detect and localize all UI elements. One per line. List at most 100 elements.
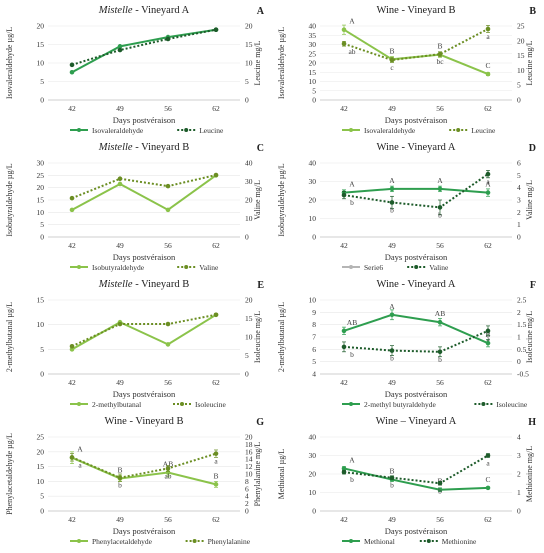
- y-tick-left: 15: [309, 68, 317, 77]
- significance-letter: A: [485, 180, 491, 189]
- chart-title-text: Wine - Vineyard B: [377, 5, 456, 16]
- x-axis-label: Days postvéraison: [113, 115, 176, 125]
- chart-title: Mistelle - Vineyard B: [98, 142, 189, 153]
- y-axis-label-right: Valine mg/L: [253, 180, 262, 220]
- y-tick-right: 20: [245, 296, 253, 305]
- data-point: [485, 485, 491, 491]
- data-point: [341, 192, 347, 198]
- data-point: [117, 47, 123, 53]
- y-tick-left: 10: [37, 320, 45, 329]
- data-point: [69, 207, 75, 213]
- y-tick-right: 5: [517, 81, 521, 90]
- significance-letter: B: [389, 46, 394, 55]
- chart-svg: 0 5 10 15 20 0 5 10 15 20 42 49 56 62 Mistelle - Viney…: [5, 5, 265, 135]
- x-tick-label: 56: [436, 515, 444, 524]
- y-tick-right: 15: [517, 51, 525, 60]
- significance-letter: A: [437, 176, 443, 185]
- y-tick-right: 30: [245, 177, 253, 186]
- y-tick-right: 20: [245, 433, 253, 442]
- data-point: [165, 342, 171, 347]
- legend-label: Isoleucine: [195, 400, 226, 409]
- chart-panel-d: 0 10 20 30 40 0 1 2 3 4 5 6 42 49 56 62 Wine - Vineyard …: [272, 137, 544, 274]
- y-tick-left: 0: [312, 233, 316, 242]
- y-tick-left: 8: [312, 320, 316, 329]
- y-tick-left: 5: [312, 86, 316, 95]
- y-tick-left: 10: [309, 77, 317, 86]
- significance-letter: a: [486, 459, 490, 468]
- chart-title: Wine - Vineyard B: [377, 5, 456, 16]
- y-tick-right: 5: [245, 77, 249, 86]
- data-point: [389, 200, 395, 205]
- significance-letter: b: [438, 486, 442, 495]
- y-tick-right: 16: [245, 447, 253, 456]
- y-tick-right: 8: [245, 477, 249, 486]
- y-tick-left: 10: [309, 488, 317, 497]
- y-tick-right: 2: [245, 499, 249, 508]
- legend-label: Phenylacetaldehyde: [92, 537, 153, 546]
- y-tick-left: 20: [37, 183, 45, 192]
- y-tick-left: 10: [309, 214, 317, 223]
- y-tick-right: 10: [245, 59, 253, 68]
- y-tick-left: 40: [309, 433, 317, 442]
- chart-title: Mistelle - Vineyard A: [98, 5, 190, 16]
- y-axis-label-right: Methionine mg/L: [525, 446, 534, 502]
- panel-letter: C: [257, 143, 264, 154]
- y-tick-right: 0: [517, 357, 521, 366]
- data-point: [341, 328, 347, 334]
- data-point: [117, 475, 123, 480]
- legend-label: Phenylalanine: [208, 537, 251, 546]
- significance-letter: b: [118, 481, 122, 490]
- y-tick-left: 0: [312, 507, 316, 516]
- y-axis-label-left: 2-methylbutanal µg/L: [277, 302, 286, 372]
- x-axis-label: Days postvéraison: [385, 252, 448, 262]
- data-point: [389, 186, 395, 192]
- data-point: [485, 340, 491, 346]
- data-point: [437, 319, 443, 325]
- x-tick-label: 62: [484, 515, 492, 524]
- data-point: [485, 328, 491, 334]
- y-tick-right: 18: [245, 440, 253, 449]
- y-tick-right: 2.5: [517, 296, 527, 305]
- legend-label: Isovaleraldehyde: [92, 126, 144, 135]
- x-tick-label: 56: [164, 378, 172, 387]
- chart-panel-g: 0 5 10 15 20 25 0 2 4 6 8 10 12 14 16 18 20 42 49 56 62 Wine …: [0, 411, 272, 548]
- data-point: [213, 482, 219, 487]
- x-tick-label: 42: [68, 104, 76, 113]
- y-tick-right: -0.5: [517, 370, 529, 379]
- y-axis-label-left: Isovaleraldehyde µg/L: [277, 27, 286, 99]
- significance-letter: C: [485, 61, 490, 70]
- significance-letter: A: [389, 176, 395, 185]
- x-tick-label: 49: [388, 378, 396, 387]
- significance-letter: a: [486, 334, 490, 343]
- y-tick-left: 15: [37, 196, 45, 205]
- y-tick-left: 30: [309, 451, 317, 460]
- series-line-2-methylbutanal: [71, 313, 217, 351]
- panel-letter: H: [528, 417, 536, 428]
- series-line-serie6: [343, 187, 489, 194]
- panel-letter: B: [529, 6, 536, 17]
- legend-marker: [77, 128, 81, 132]
- legend-label: Valine: [199, 263, 219, 272]
- y-tick-left: 0: [40, 370, 44, 379]
- y-tick-right: 0.5: [517, 345, 527, 354]
- y-tick-left: 10: [309, 296, 317, 305]
- legend-marker: [349, 265, 353, 269]
- y-axis-label-right: Leucine mg/L: [525, 40, 534, 85]
- x-tick-label: 42: [340, 241, 348, 250]
- y-tick-right: 20: [245, 22, 253, 31]
- y-tick-left: 5: [312, 357, 316, 366]
- x-tick-label: 49: [116, 241, 124, 250]
- y-tick-left: 30: [37, 159, 45, 168]
- significance-letter: ab: [348, 47, 355, 56]
- x-axis-label: Days postvéraison: [385, 526, 448, 536]
- legend-marker: [349, 539, 353, 543]
- significance-letter: a: [486, 32, 490, 41]
- series-line-phenylalanine: [71, 452, 217, 479]
- x-tick-label: 56: [436, 241, 444, 250]
- data-point: [69, 455, 75, 460]
- data-point: [485, 190, 491, 195]
- significance-letter: b: [438, 355, 442, 364]
- significance-letter: a: [214, 457, 218, 466]
- series-line-2-methyl-butyraldehyde: [343, 313, 489, 345]
- y-tick-left: 0: [40, 233, 44, 242]
